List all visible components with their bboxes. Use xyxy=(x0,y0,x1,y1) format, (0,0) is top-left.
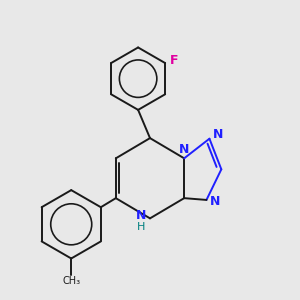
Text: CH₃: CH₃ xyxy=(62,276,80,286)
Text: H: H xyxy=(137,222,145,232)
Text: N: N xyxy=(179,143,189,156)
Text: N: N xyxy=(213,128,223,141)
Text: N: N xyxy=(210,195,220,208)
Text: N: N xyxy=(136,209,146,223)
Text: F: F xyxy=(170,54,178,67)
